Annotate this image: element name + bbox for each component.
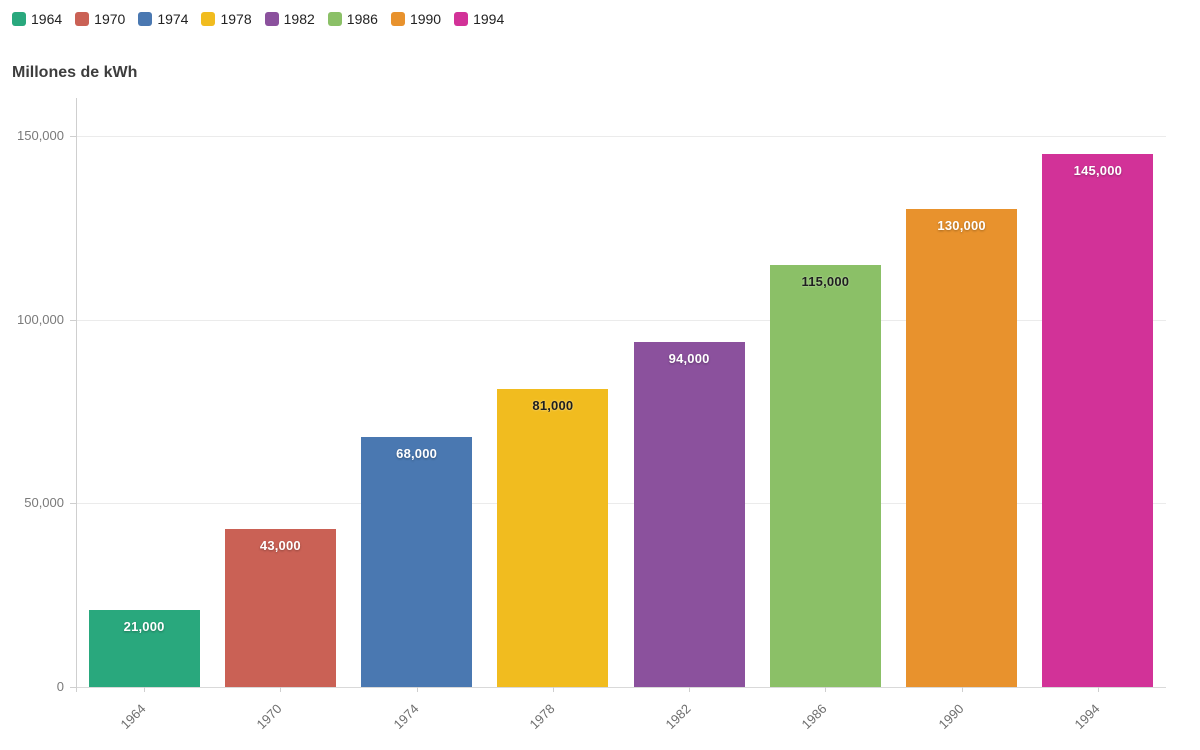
legend-item-1986: 1986 bbox=[327, 11, 378, 27]
y-tick-label: 50,000 bbox=[24, 495, 64, 510]
legend: 1964 1970 1974 1978 1982 1986 1990 1994 bbox=[12, 12, 504, 26]
bar-1978: 81,000 bbox=[497, 389, 609, 687]
y-axis-tick bbox=[70, 687, 76, 688]
x-axis-baseline bbox=[76, 687, 1166, 688]
legend-swatch-icon bbox=[138, 12, 153, 26]
bar-value-label: 81,000 bbox=[532, 398, 574, 414]
x-axis-tick bbox=[144, 687, 145, 692]
bar-1994: 145,000 bbox=[1042, 154, 1154, 687]
y-axis-line bbox=[76, 98, 77, 692]
x-axis-label-1970: 1970 bbox=[253, 701, 285, 733]
y-tick-label: 0 bbox=[56, 679, 64, 694]
legend-swatch-icon bbox=[75, 12, 90, 26]
bar-1990: 130,000 bbox=[906, 209, 1018, 687]
legend-swatch-icon bbox=[454, 12, 469, 26]
y-tick-label: 150,000 bbox=[17, 128, 64, 143]
legend-label: 1974 bbox=[157, 11, 189, 27]
legend-label: 1970 bbox=[94, 11, 126, 27]
x-axis-tick bbox=[689, 687, 690, 692]
y-tick-label: 100,000 bbox=[17, 312, 64, 327]
x-axis-label-1974: 1974 bbox=[390, 701, 422, 733]
bar-value-label: 145,000 bbox=[1073, 163, 1123, 179]
gridline bbox=[76, 136, 1166, 137]
x-axis-tick bbox=[553, 687, 554, 692]
legend-label: 1994 bbox=[473, 11, 505, 27]
legend-item-1982: 1982 bbox=[264, 11, 315, 27]
x-axis-tick bbox=[825, 687, 826, 692]
legend-item-1970: 1970 bbox=[75, 12, 125, 26]
legend-label: 1990 bbox=[409, 11, 442, 27]
legend-label: 1964 bbox=[31, 11, 63, 27]
x-axis-label-1982: 1982 bbox=[662, 701, 694, 733]
legend-item-1994: 1994 bbox=[454, 12, 504, 26]
bar-value-label: 43,000 bbox=[259, 538, 301, 554]
legend-item-1978: 1978 bbox=[201, 11, 252, 27]
bar-1982: 94,000 bbox=[633, 341, 745, 687]
legend-swatch-icon bbox=[201, 12, 216, 26]
bar-value-label: 115,000 bbox=[801, 273, 850, 289]
y-axis-tick bbox=[70, 503, 76, 504]
x-axis-label-1994: 1994 bbox=[1071, 701, 1103, 733]
bar-value-label: 68,000 bbox=[396, 446, 438, 462]
legend-label: 1982 bbox=[283, 11, 315, 27]
x-axis-tick bbox=[1098, 687, 1099, 692]
legend-item-1990: 1990 bbox=[390, 11, 442, 27]
bar-1974: 68,000 bbox=[361, 437, 473, 687]
y-axis-tick bbox=[70, 136, 76, 137]
bar-value-label: 94,000 bbox=[668, 350, 710, 366]
bar-1964: 21,000 bbox=[88, 609, 200, 687]
x-axis-label-1978: 1978 bbox=[526, 701, 558, 733]
legend-item-1974: 1974 bbox=[138, 12, 188, 26]
x-axis-tick bbox=[417, 687, 418, 692]
x-axis-tick bbox=[962, 687, 963, 692]
y-axis-tick bbox=[70, 320, 76, 321]
gridline bbox=[76, 320, 1166, 321]
x-axis-label-1986: 1986 bbox=[798, 701, 830, 733]
legend-item-1964: 1964 bbox=[12, 12, 62, 26]
gridline bbox=[76, 503, 1166, 504]
legend-swatch-icon bbox=[327, 12, 342, 26]
legend-label: 1978 bbox=[220, 11, 252, 27]
bar-1970: 43,000 bbox=[224, 529, 336, 687]
legend-swatch-icon bbox=[12, 12, 26, 26]
bar-value-label: 21,000 bbox=[123, 618, 165, 634]
bar-1986: 115,000 bbox=[769, 264, 881, 687]
legend-label: 1986 bbox=[346, 11, 378, 27]
x-axis-label-1990: 1990 bbox=[935, 701, 967, 733]
chart-title: Millones de kWh bbox=[12, 64, 138, 81]
x-axis-tick bbox=[280, 687, 281, 692]
legend-swatch-icon bbox=[390, 12, 405, 26]
bar-value-label: 130,000 bbox=[937, 218, 986, 234]
x-axis-label-1964: 1964 bbox=[117, 701, 149, 733]
legend-swatch-icon bbox=[264, 12, 279, 26]
